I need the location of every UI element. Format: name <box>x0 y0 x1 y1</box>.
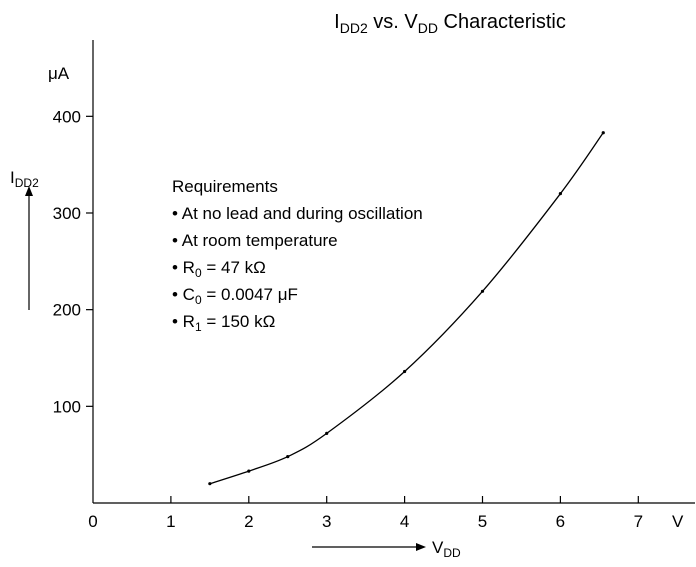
x-tick-label: 1 <box>166 512 175 531</box>
requirement-item: • C0 = 0.0047 μF <box>172 285 298 307</box>
chart-title: IDD2 vs. VDD Characteristic <box>334 11 566 36</box>
x-ticks: 0 1 2 3 4 5 6 7 <box>88 496 643 531</box>
data-point <box>325 431 329 435</box>
requirements-annotation: Requirements • At no lead and during osc… <box>172 177 423 334</box>
requirement-item: • R0 = 47 kΩ <box>172 258 266 280</box>
y-axis-label: IDD2 <box>10 168 39 190</box>
data-point <box>286 454 290 459</box>
x-tick-label: 3 <box>322 512 331 531</box>
y-tick-label: 200 <box>53 301 81 320</box>
series-line <box>209 132 604 485</box>
data-point <box>601 131 605 135</box>
x-tick-label: 6 <box>556 512 565 531</box>
data-point <box>247 469 251 473</box>
y-ticks: 100 200 300 400 <box>53 107 93 416</box>
requirement-item: • At room temperature <box>172 231 338 250</box>
requirement-item: • At no lead and during oscillation <box>172 204 423 223</box>
y-unit-label: μA <box>48 64 70 83</box>
y-tick-label: 400 <box>53 107 81 126</box>
x-tick-label: 4 <box>400 512 409 531</box>
requirements-heading: Requirements <box>172 177 278 196</box>
x-axis-label: VDD <box>432 538 461 560</box>
data-points <box>208 131 605 486</box>
requirement-item: • R1 = 150 kΩ <box>172 312 275 334</box>
x-tick-label: 0 <box>88 512 97 531</box>
data-point <box>480 289 485 293</box>
x-tick-label: 7 <box>634 512 643 531</box>
y-tick-label: 100 <box>53 397 81 416</box>
y-tick-label: 300 <box>53 204 81 223</box>
data-point <box>403 369 407 374</box>
x-unit-label: V <box>672 512 684 531</box>
x-tick-label: 2 <box>244 512 253 531</box>
data-point <box>558 192 563 196</box>
x-axis-arrow-head <box>416 543 426 551</box>
x-tick-label: 5 <box>478 512 487 531</box>
y-axis-arrow-head <box>25 186 33 196</box>
data-point <box>208 482 212 486</box>
